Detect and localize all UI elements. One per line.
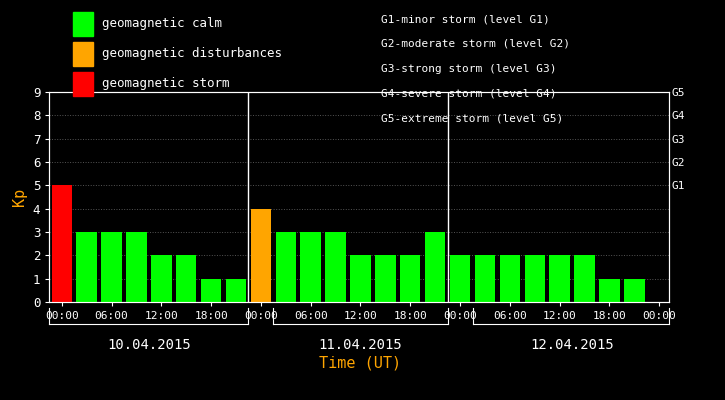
Text: G2-moderate storm (level G2): G2-moderate storm (level G2) <box>381 39 570 49</box>
Bar <box>500 255 520 302</box>
Bar <box>102 232 122 302</box>
Text: 11.04.2015: 11.04.2015 <box>318 338 402 352</box>
Bar <box>375 255 396 302</box>
Bar <box>550 255 570 302</box>
Bar <box>425 232 445 302</box>
Text: Time (UT): Time (UT) <box>320 356 402 371</box>
Bar <box>450 255 471 302</box>
Bar <box>126 232 146 302</box>
Bar <box>151 255 172 302</box>
Text: 12.04.2015: 12.04.2015 <box>530 338 614 352</box>
Bar <box>600 279 620 302</box>
Text: G1-minor storm (level G1): G1-minor storm (level G1) <box>381 14 550 24</box>
Bar <box>574 255 594 302</box>
Bar <box>225 279 246 302</box>
Bar <box>475 255 495 302</box>
Bar <box>525 255 545 302</box>
Text: G5-extreme storm (level G5): G5-extreme storm (level G5) <box>381 113 563 123</box>
Bar <box>624 279 645 302</box>
Text: G4-severe storm (level G4): G4-severe storm (level G4) <box>381 88 556 98</box>
Bar <box>276 232 296 302</box>
Bar <box>350 255 370 302</box>
Text: geomagnetic calm: geomagnetic calm <box>102 18 222 30</box>
Bar <box>201 279 221 302</box>
Bar <box>51 185 72 302</box>
Bar <box>300 232 321 302</box>
Text: 10.04.2015: 10.04.2015 <box>107 338 191 352</box>
Text: geomagnetic disturbances: geomagnetic disturbances <box>102 48 281 60</box>
Text: G3-strong storm (level G3): G3-strong storm (level G3) <box>381 64 556 74</box>
Bar <box>76 232 97 302</box>
Bar <box>176 255 196 302</box>
Bar <box>400 255 420 302</box>
Y-axis label: Kp: Kp <box>12 188 28 206</box>
Text: geomagnetic storm: geomagnetic storm <box>102 78 229 90</box>
Bar <box>251 209 271 302</box>
Bar <box>326 232 346 302</box>
